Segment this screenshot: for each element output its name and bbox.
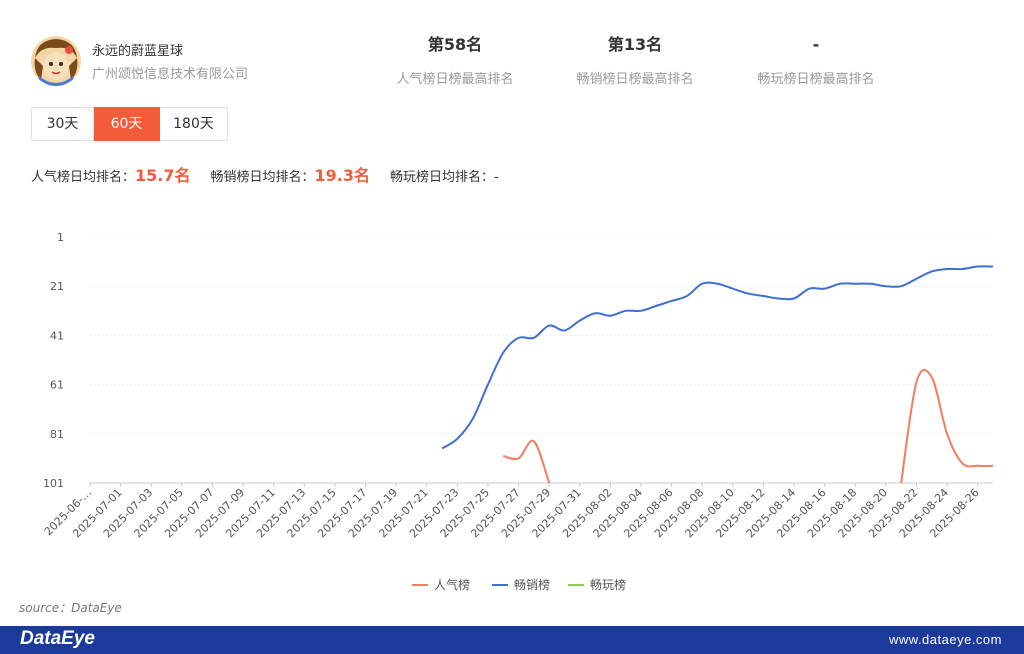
rank-trend-chart: 1214161811012025-06-…2025-07-012025-07-0… xyxy=(42,231,994,592)
series-line-0 xyxy=(900,368,994,484)
y-tick-label: 101 xyxy=(43,477,64,490)
series-line-0 xyxy=(502,439,551,484)
avg-label: 畅玩榜日均排名： xyxy=(390,170,495,185)
avg-value: - xyxy=(494,170,499,185)
source-note: source：DataEye xyxy=(19,601,122,615)
stat-play-best: - 畅玩榜日榜最高排名 xyxy=(726,34,906,87)
avg-value: 19.3名 xyxy=(314,166,370,185)
y-tick-label: 21 xyxy=(50,280,64,293)
stat-value: 第13名 xyxy=(607,35,663,54)
stat-label: 畅玩榜日榜最高排名 xyxy=(757,72,875,87)
app-name: 永远的蔚蓝星球 xyxy=(92,44,184,59)
y-tick-label: 81 xyxy=(50,428,64,441)
tab-180-days[interactable]: 180天 xyxy=(160,107,228,141)
stat-bestseller-best: 第13名 畅销榜日榜最高排名 xyxy=(545,34,725,87)
average-ranks: 人气榜日均排名： 15.7名 畅销榜日均排名： 19.3名 畅玩榜日均排名： - xyxy=(31,162,519,186)
avg-bestseller: 畅销榜日均排名： 19.3名 xyxy=(211,162,371,186)
tab-30-days[interactable]: 30天 xyxy=(31,107,94,141)
footer-url[interactable]: www.dataeye.com xyxy=(889,632,1002,647)
series-line-1 xyxy=(441,265,994,450)
avg-popularity: 人气榜日均排名： 15.7名 xyxy=(31,162,191,186)
range-tabs: 30天 60天 180天 xyxy=(31,107,228,141)
legend-label: 畅销榜 xyxy=(514,577,550,592)
legend-label: 畅玩榜 xyxy=(590,577,626,592)
y-tick-label: 61 xyxy=(50,379,64,392)
stat-value: 第58名 xyxy=(427,35,483,54)
stat-label: 人气榜日榜最高排名 xyxy=(396,72,514,87)
y-tick-label: 1 xyxy=(57,231,64,244)
brand-logo: DataEye xyxy=(20,628,95,649)
avg-label: 人气榜日均排名： xyxy=(31,170,136,185)
stat-popularity-best: 第58名 人气榜日榜最高排名 xyxy=(365,34,545,87)
stat-label: 畅销榜日榜最高排名 xyxy=(576,72,694,87)
y-tick-label: 41 xyxy=(50,329,64,342)
legend-label: 人气榜 xyxy=(434,577,470,592)
tab-60-days[interactable]: 60天 xyxy=(94,107,160,141)
stat-value: - xyxy=(812,35,820,54)
avg-label: 畅销榜日均排名： xyxy=(210,170,315,185)
app-avatar xyxy=(31,36,81,86)
app-header: 永远的蔚蓝星球 广州颂悦信息技术有限公司 第58名 人气榜日榜最高排名 第13名… xyxy=(0,0,1024,100)
app-company: 广州颂悦信息技术有限公司 xyxy=(92,67,249,82)
avg-play: 畅玩榜日均排名： - xyxy=(390,166,499,185)
avg-value: 15.7名 xyxy=(135,166,191,185)
footer-bar: DataEye www.dataeye.com xyxy=(0,626,1024,654)
